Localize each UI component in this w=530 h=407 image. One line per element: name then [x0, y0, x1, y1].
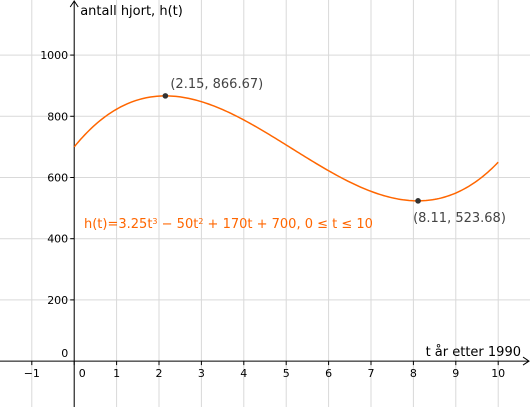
x-tick-label: 10: [491, 367, 505, 380]
x-tick-label: 9: [452, 367, 459, 380]
x-tick-label: 0: [79, 367, 86, 380]
x-tick-label: 7: [368, 367, 375, 380]
x-axis-label: t år etter 1990: [426, 345, 521, 360]
y-tick-label: 0: [61, 347, 68, 360]
extremum-point-label: (2.15, 866.67): [170, 77, 263, 92]
x-tick-label: 4: [240, 367, 247, 380]
extremum-points: (2.15, 866.67) (8.11, 523.68): [162, 77, 506, 226]
equation-exponent-3: 3: [152, 217, 157, 226]
y-tick-label: 200: [47, 294, 68, 307]
x-tick-label: 1: [113, 367, 120, 380]
y-tick-label: 400: [47, 233, 68, 246]
extremum-point: [162, 93, 169, 99]
equation-exponent-2: 2: [198, 217, 203, 226]
equation-part-1: h(t)=3.25t: [84, 217, 152, 232]
y-axis-arrow: [69, 0, 79, 8]
extremum-point-label: (8.11, 523.68): [413, 211, 506, 226]
y-axis-label: antall hjort, h(t): [80, 4, 183, 19]
y-tick-label: 800: [47, 110, 68, 123]
x-axis-arrow: [522, 356, 530, 366]
equation-part-3: + 170t + 700, 0 ≤ t ≤ 10: [203, 217, 373, 232]
x-tick-label: 6: [325, 367, 332, 380]
x-tick-label: −1: [24, 367, 40, 380]
x-tick-label: 5: [283, 367, 290, 380]
x-tick-label: 2: [156, 367, 163, 380]
equation-part-2: − 50t: [158, 217, 199, 232]
extremum-point: [415, 198, 421, 204]
function-curve: [73, 95, 499, 202]
x-tick-label: 3: [198, 367, 205, 380]
x-tick-label: 8: [410, 367, 417, 380]
y-tick-label: 1000: [40, 49, 68, 62]
tick-labels: −1 0 1 2 3 4 5 6 7 8 9 10 0 200 400 600 800 1000: [24, 49, 506, 380]
y-tick-label: 600: [47, 171, 68, 184]
function-equation-label: h(t)=3.25t3 − 50t2 + 170t + 700, 0 ≤ t ≤…: [84, 217, 373, 233]
